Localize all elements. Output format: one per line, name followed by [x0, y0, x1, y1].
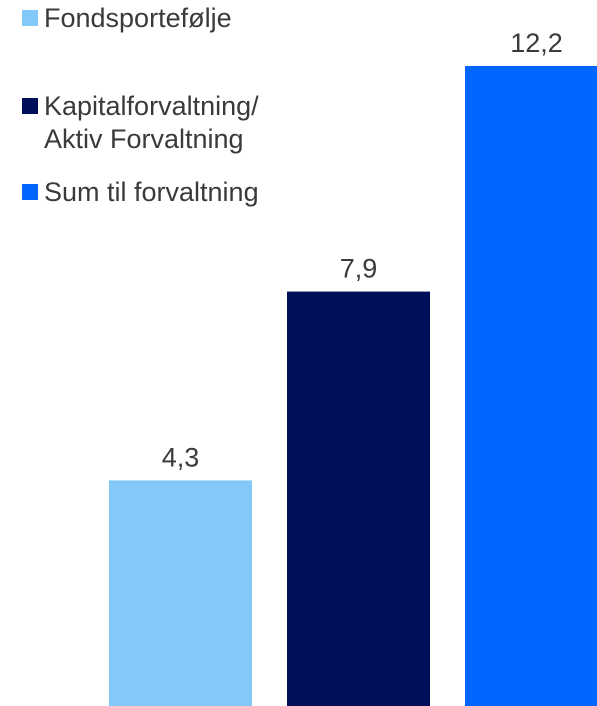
bar-kapitalforvaltning: [287, 291, 430, 706]
legend-label-fondsportefolje: Fondsportefølje: [44, 3, 232, 33]
data-label-sum-til-forvaltning: 12,2: [510, 28, 563, 58]
bar-sum-til-forvaltning: [465, 66, 597, 706]
legend-item-kapitalforvaltning: Kapitalforvaltning/ Aktiv Forvaltning: [22, 90, 259, 156]
legend-item-sum-til-forvaltning: Sum til forvaltning: [22, 176, 259, 209]
legend-label-sum-til-forvaltning: Sum til forvaltning: [44, 177, 259, 207]
legend-label-kapitalforvaltning: Kapitalforvaltning/ Aktiv Forvaltning: [44, 91, 259, 154]
legend-swatch-kapitalforvaltning: [22, 98, 38, 114]
legend-swatch-sum-til-forvaltning: [22, 184, 38, 200]
legend-item-fondsportefolje: Fondsportefølje: [22, 2, 232, 35]
bar-fondsportefolje: [109, 480, 252, 706]
data-label-kapitalforvaltning: 7,9: [340, 254, 378, 284]
legend-swatch-fondsportefolje: [22, 10, 38, 26]
data-label-fondsportefolje: 4,3: [162, 442, 200, 472]
